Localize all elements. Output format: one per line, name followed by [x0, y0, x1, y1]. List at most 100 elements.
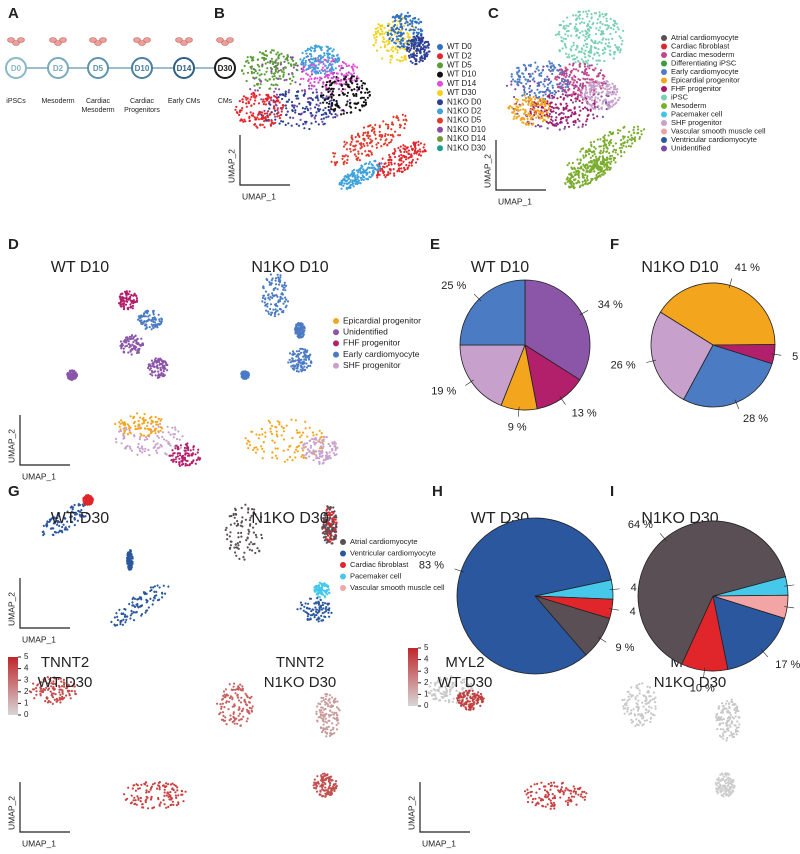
cell-dot [292, 76, 294, 78]
cell-dot [417, 32, 419, 34]
cell-dot [607, 85, 609, 87]
cell-dot [397, 119, 400, 122]
cell-dot [251, 71, 253, 73]
cell-dot [573, 54, 575, 56]
timeline-day: D14 [177, 64, 192, 73]
cell-dot [308, 59, 310, 61]
cell-dot [279, 281, 281, 283]
cell-dot [331, 441, 333, 443]
cell-dot [537, 85, 539, 87]
cell-dot [321, 432, 323, 434]
cell-dot [572, 121, 574, 123]
cell-dot [309, 53, 311, 55]
cell-dot [270, 99, 272, 101]
cell-dot [353, 88, 355, 90]
cell-dot [406, 15, 408, 17]
cell-dot [584, 39, 586, 41]
cell-dot [387, 32, 389, 34]
cell-dot [162, 431, 164, 433]
cell-dot [594, 155, 597, 158]
cell-dot [387, 50, 389, 52]
cell-dot [274, 122, 276, 124]
cell-dot [158, 314, 160, 316]
cell-dot [155, 324, 157, 326]
cell-dot [356, 66, 358, 68]
cell-dot [605, 14, 607, 16]
cell-dot [412, 33, 414, 35]
cell-dot [405, 18, 407, 20]
legend-swatch [340, 551, 346, 557]
legend-label: WT D5 [447, 61, 472, 70]
cell-dot [630, 134, 633, 137]
cell-dot [376, 50, 378, 52]
cell-dot [341, 90, 343, 92]
cell-dot [576, 98, 578, 100]
cell-dot [284, 282, 286, 284]
cell-dot [285, 114, 287, 116]
cell-dot [522, 99, 524, 101]
cell-dot [541, 91, 543, 93]
cell-dot [132, 295, 134, 297]
cell-dot [614, 103, 616, 105]
cell-dot [338, 65, 340, 67]
legend-label: Atrial cardiomyocyte [350, 537, 418, 546]
cell-dot [578, 50, 580, 52]
cell-dot [584, 69, 586, 71]
cell-dot [310, 46, 312, 48]
cell-dot [320, 57, 322, 59]
cell-cloud [168, 442, 201, 467]
cell-dot [585, 120, 587, 122]
cell-dot [609, 53, 611, 55]
cell-dot [257, 448, 259, 450]
cell-dot [410, 47, 412, 49]
cell-dot [558, 114, 560, 116]
cell-dot [308, 85, 310, 87]
cell-dot [506, 85, 508, 87]
cell-dot [290, 63, 292, 65]
cell-dot [346, 158, 349, 161]
cell-dot [361, 87, 363, 89]
cell-dot [407, 149, 410, 152]
cell-dot [608, 92, 610, 94]
cell-dot [548, 69, 550, 71]
cell-dot [266, 97, 268, 99]
cell-dot [351, 82, 353, 84]
cell-dot [241, 98, 243, 100]
cell-dot [298, 113, 300, 115]
cell-dot [271, 58, 273, 60]
cell-dot [575, 100, 577, 102]
cell-dot [355, 95, 357, 97]
cell-dot [610, 18, 612, 20]
timeline-label: CMs [218, 98, 233, 105]
cell-dot [288, 99, 290, 101]
cell-dot [427, 41, 429, 43]
legend-swatch [661, 78, 667, 84]
cell-dot [590, 104, 592, 106]
cell-dot [293, 64, 295, 66]
cell-dot [285, 104, 287, 106]
timeline-day: D2 [53, 64, 64, 73]
cell-dot [261, 65, 263, 67]
cell-dot [248, 374, 250, 376]
cell-dot [268, 120, 270, 122]
cell-dot [577, 89, 579, 91]
cell-dot [599, 41, 601, 43]
cell-dot [282, 121, 284, 123]
cell-dot [595, 91, 597, 93]
cell-dot [258, 69, 260, 71]
cell-dot [544, 108, 546, 110]
cell-dot [570, 109, 572, 111]
cell-dot [281, 98, 283, 100]
cell-dot [614, 97, 616, 99]
cell-dot [273, 113, 275, 115]
cell-dot [399, 145, 402, 148]
cell-dot [272, 76, 274, 78]
cell-dot [540, 117, 542, 119]
cell-dot [321, 46, 323, 48]
cell-dot [120, 293, 122, 295]
legend-swatch [437, 53, 443, 59]
cell-dot [584, 66, 586, 68]
cell-dot [565, 76, 567, 78]
cell-dot [618, 46, 620, 48]
cell-dot [559, 73, 561, 75]
